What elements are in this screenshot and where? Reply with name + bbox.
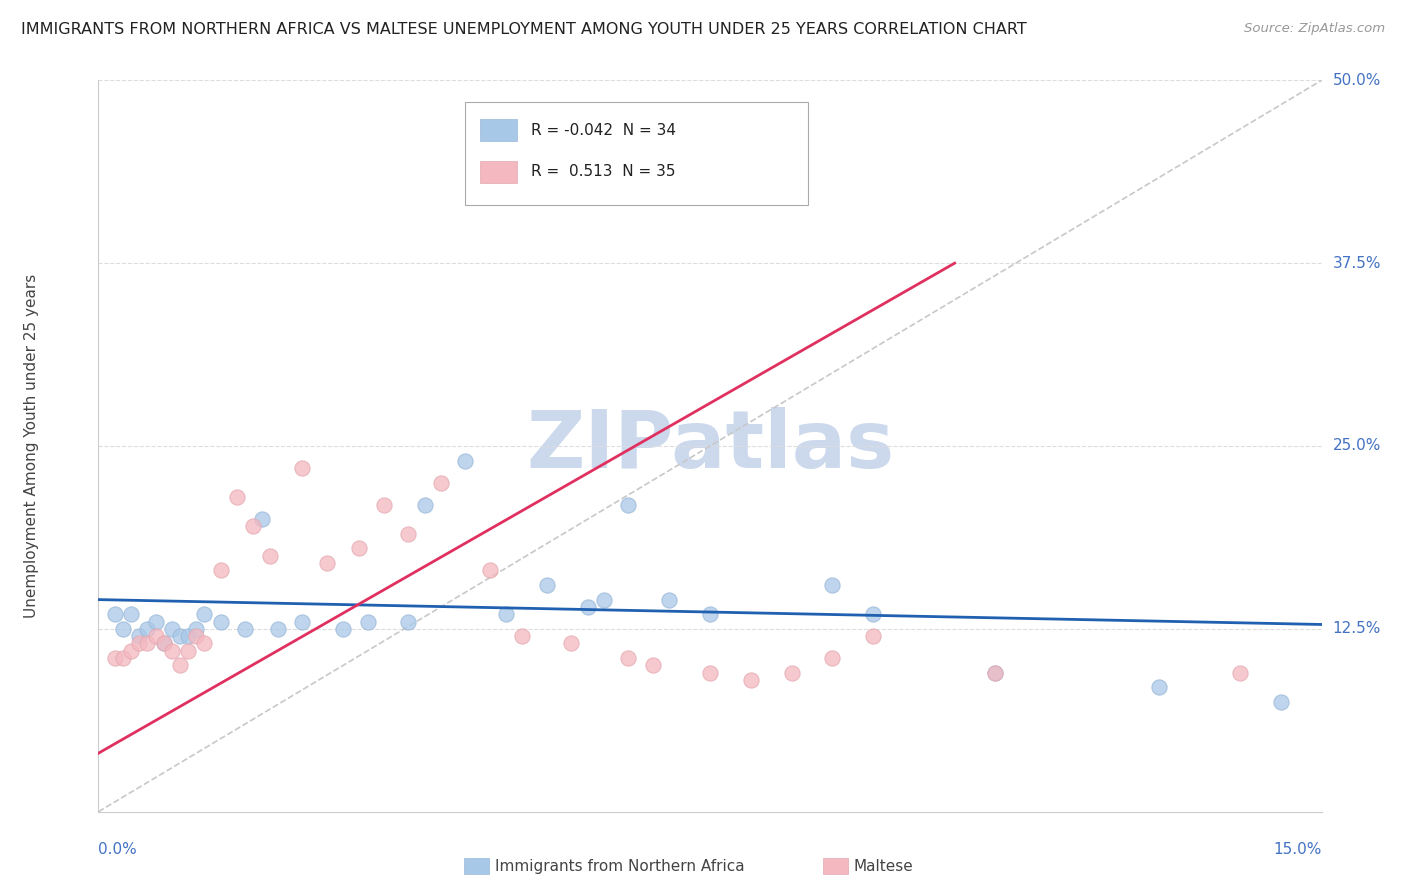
Text: 50.0%: 50.0%: [1333, 73, 1381, 87]
Point: [1147, 681, 1170, 695]
Point: [1270, 695, 1292, 709]
Point: [209, 615, 232, 629]
Point: [740, 673, 762, 687]
Point: [104, 651, 127, 665]
Point: [152, 636, 174, 650]
Point: [430, 475, 453, 490]
Point: [699, 665, 721, 680]
Point: [136, 636, 159, 650]
Point: [576, 599, 599, 614]
Point: [658, 592, 681, 607]
Point: [267, 622, 290, 636]
Point: [862, 629, 884, 643]
Point: [128, 636, 150, 650]
Text: 0.0%: 0.0%: [98, 842, 138, 857]
Point: [396, 615, 419, 629]
Point: [233, 622, 256, 636]
Point: [315, 556, 337, 570]
Text: 12.5%: 12.5%: [1333, 622, 1381, 636]
Text: Source: ZipAtlas.com: Source: ZipAtlas.com: [1244, 22, 1385, 36]
Point: [821, 651, 844, 665]
Point: [136, 622, 159, 636]
Text: IMMIGRANTS FROM NORTHERN AFRICA VS MALTESE UNEMPLOYMENT AMONG YOUTH UNDER 25 YEA: IMMIGRANTS FROM NORTHERN AFRICA VS MALTE…: [21, 22, 1026, 37]
Point: [413, 498, 436, 512]
Text: R = -0.042  N = 34: R = -0.042 N = 34: [531, 122, 676, 137]
Point: [259, 549, 281, 563]
Point: [984, 665, 1007, 680]
Point: [209, 563, 232, 577]
Point: [250, 512, 273, 526]
Point: [862, 607, 884, 622]
Point: [242, 519, 264, 533]
Point: [617, 651, 640, 665]
Text: R =  0.513  N = 35: R = 0.513 N = 35: [531, 164, 676, 179]
Point: [193, 636, 215, 650]
Point: [291, 461, 314, 475]
Point: [160, 622, 183, 636]
Point: [186, 622, 208, 636]
Point: [332, 622, 354, 636]
Point: [160, 644, 183, 658]
Point: [104, 607, 127, 622]
Point: [169, 629, 191, 643]
Point: [291, 615, 314, 629]
FancyBboxPatch shape: [465, 103, 808, 204]
Point: [560, 636, 582, 650]
Point: [226, 490, 249, 504]
Point: [396, 526, 419, 541]
Point: [177, 644, 200, 658]
Bar: [479, 119, 517, 141]
Point: [495, 607, 517, 622]
Point: [821, 578, 844, 592]
Point: [699, 607, 721, 622]
Point: [145, 629, 167, 643]
Point: [349, 541, 371, 556]
Text: ZIPatlas: ZIPatlas: [526, 407, 894, 485]
Point: [780, 665, 803, 680]
Point: [512, 629, 534, 643]
Point: [356, 615, 378, 629]
Text: 15.0%: 15.0%: [1274, 842, 1322, 857]
Point: [478, 563, 501, 577]
Point: [169, 658, 191, 673]
Point: [111, 651, 134, 665]
Point: [145, 615, 167, 629]
Text: Immigrants from Northern Africa: Immigrants from Northern Africa: [495, 859, 745, 873]
Point: [756, 176, 779, 190]
Point: [128, 629, 150, 643]
Point: [193, 607, 215, 622]
Point: [177, 629, 200, 643]
Point: [593, 592, 616, 607]
Point: [120, 644, 142, 658]
Text: Unemployment Among Youth under 25 years: Unemployment Among Youth under 25 years: [24, 274, 38, 618]
Point: [454, 453, 477, 467]
Text: Maltese: Maltese: [853, 859, 912, 873]
Point: [111, 622, 134, 636]
Point: [617, 498, 640, 512]
Point: [1229, 665, 1251, 680]
Point: [536, 578, 558, 592]
Text: 25.0%: 25.0%: [1333, 439, 1381, 453]
Point: [186, 629, 208, 643]
Text: 37.5%: 37.5%: [1333, 256, 1381, 270]
Point: [373, 498, 395, 512]
Point: [152, 636, 174, 650]
Point: [120, 607, 142, 622]
Point: [984, 665, 1007, 680]
Point: [641, 658, 664, 673]
Bar: [479, 161, 517, 183]
